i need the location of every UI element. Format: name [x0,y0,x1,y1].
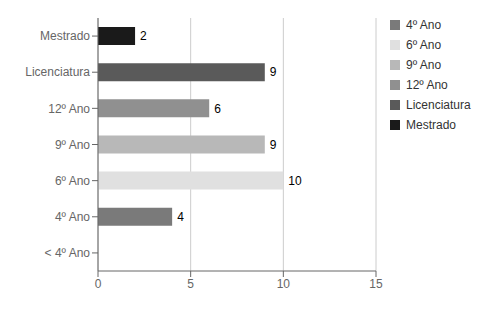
svg-text:10: 10 [288,174,302,188]
svg-text:9: 9 [270,65,277,79]
svg-text:6: 6 [214,102,221,116]
svg-text:5: 5 [187,277,194,291]
html-text:6º Ano: 6º Ano [406,38,442,52]
svg-text:4º Ano: 4º Ano [55,210,90,224]
html-text:Mestrado: Mestrado [406,118,456,132]
svg-text:Mestrado: Mestrado [40,29,90,43]
html-text:9º Ano: 9º Ano [406,58,442,72]
svg-text:9º Ano: 9º Ano [55,138,90,152]
svg-text:6º Ano: 6º Ano [55,174,90,188]
svg-text:0: 0 [95,277,102,291]
svg-text:9: 9 [270,138,277,152]
html-text:Licenciatura: Licenciatura [406,98,471,112]
svg-text:10: 10 [277,277,291,291]
svg-text:Licenciatura: Licenciatura [25,65,90,79]
svg-text:15: 15 [369,277,383,291]
svg-text:12º Ano: 12º Ano [48,102,90,116]
html-text:4º Ano: 4º Ano [406,18,442,32]
svg-text:4: 4 [177,210,184,224]
html-text:12º Ano: 12º Ano [406,78,448,92]
svg-text:< 4º Ano: < 4º Ano [45,246,91,260]
svg-text:2: 2 [140,29,147,43]
